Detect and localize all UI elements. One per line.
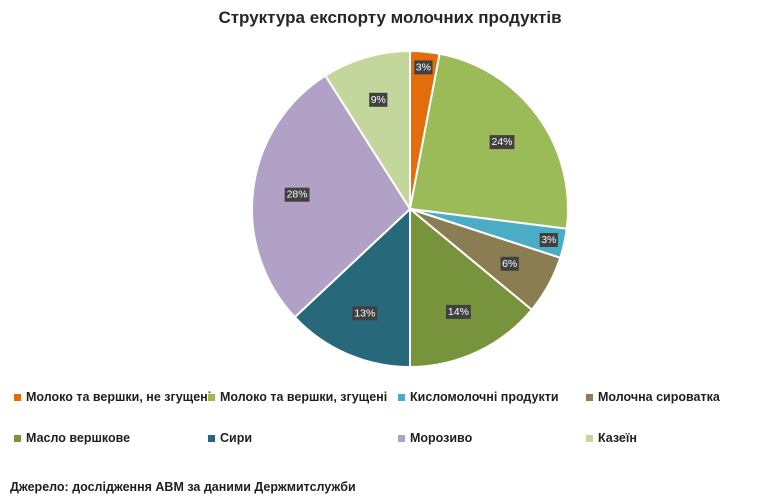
data-label-text: 9% xyxy=(371,94,386,106)
data-label-text: 6% xyxy=(502,258,517,270)
data-label-box xyxy=(369,92,388,107)
chart-title: Структура експорту молочних продуктів xyxy=(218,8,562,27)
data-label: 28% xyxy=(284,187,310,202)
pie-slice xyxy=(251,74,412,319)
data-label-box xyxy=(414,60,433,75)
data-label: 13% xyxy=(352,306,378,321)
data-label-text: 13% xyxy=(354,307,375,319)
data-label-text: 14% xyxy=(448,306,469,318)
pie-slice xyxy=(293,206,411,369)
data-label-box xyxy=(539,233,558,247)
data-label-text: 28% xyxy=(287,189,308,201)
data-label: 3% xyxy=(414,60,433,75)
data-label-box xyxy=(352,306,378,321)
data-label-box xyxy=(489,135,515,150)
data-label-text: 3% xyxy=(416,61,431,73)
data-label-box xyxy=(500,256,519,271)
data-label: 6% xyxy=(500,256,519,271)
data-label: 9% xyxy=(369,92,388,107)
data-label-text: 24% xyxy=(491,136,512,148)
pie-slice xyxy=(409,206,534,369)
data-label: 24% xyxy=(489,135,515,150)
pie-slice xyxy=(323,49,411,213)
data-label-text: 3% xyxy=(541,234,556,246)
pie-slice xyxy=(408,52,569,230)
data-label: 14% xyxy=(446,304,471,319)
data-label-box xyxy=(284,187,310,202)
source-note: Джерело: дослідження АВМ за даними Держм… xyxy=(10,480,356,494)
data-label-box xyxy=(446,304,471,319)
data-label: 3% xyxy=(539,233,558,247)
